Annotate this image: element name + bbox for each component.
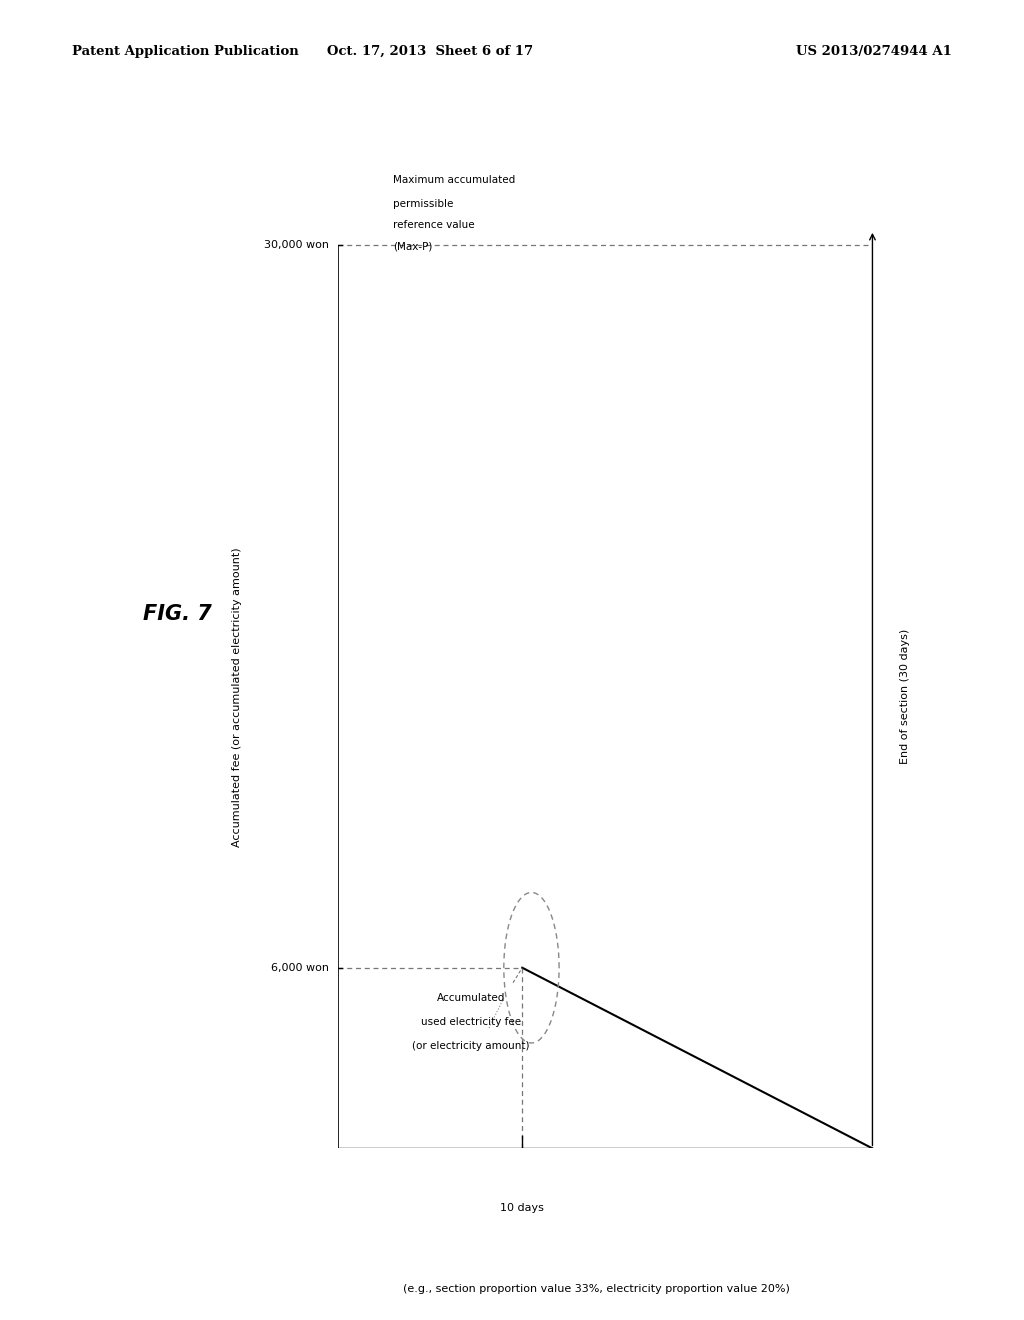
Text: 6,000 won: 6,000 won	[270, 962, 329, 973]
Text: permissible: permissible	[393, 199, 454, 209]
Text: (or electricity amount): (or electricity amount)	[412, 1041, 529, 1051]
Text: End of section (30 days): End of section (30 days)	[900, 630, 910, 764]
Text: 10 days: 10 days	[501, 1203, 544, 1213]
Text: (e.g., section proportion value 33%, electricity proportion value 20%): (e.g., section proportion value 33%, ele…	[402, 1284, 790, 1294]
Text: used electricity fee: used electricity fee	[421, 1016, 520, 1027]
Text: (Max-P): (Max-P)	[393, 242, 432, 251]
Text: Accumulated fee (or accumulated electricity amount): Accumulated fee (or accumulated electric…	[231, 546, 242, 846]
Text: US 2013/0274944 A1: US 2013/0274944 A1	[797, 45, 952, 58]
Text: 30,000 won: 30,000 won	[264, 240, 329, 249]
Text: Maximum accumulated: Maximum accumulated	[393, 174, 515, 185]
Text: Patent Application Publication: Patent Application Publication	[72, 45, 298, 58]
Text: Accumulated: Accumulated	[436, 993, 505, 1003]
Text: FIG. 7: FIG. 7	[143, 603, 212, 624]
Text: reference value: reference value	[393, 220, 475, 230]
Text: Oct. 17, 2013  Sheet 6 of 17: Oct. 17, 2013 Sheet 6 of 17	[327, 45, 534, 58]
